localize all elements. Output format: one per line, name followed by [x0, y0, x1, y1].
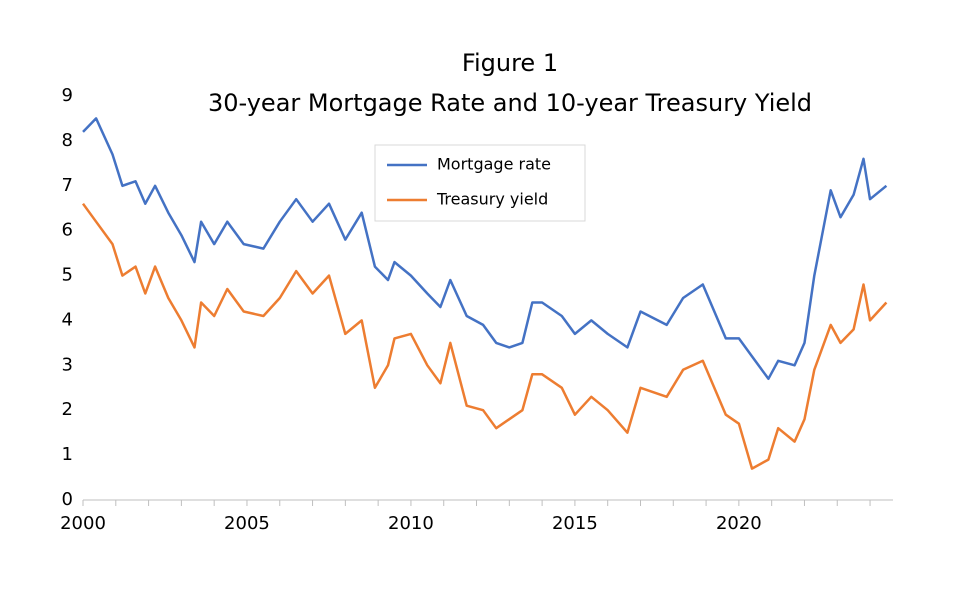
- y-tick-label: 7: [62, 175, 73, 196]
- y-tick-label: 3: [62, 354, 73, 375]
- legend-label: Mortgage rate: [437, 155, 551, 174]
- y-tick-label: 1: [62, 444, 73, 465]
- x-tick-label: 2005: [224, 513, 270, 534]
- y-tick-label: 8: [62, 130, 73, 151]
- y-tick-label: 5: [62, 265, 73, 286]
- x-tick-label: 2015: [552, 513, 598, 534]
- legend-box: [374, 144, 586, 222]
- y-tick-label: 6: [62, 220, 73, 241]
- y-tick-label: 0: [62, 489, 73, 510]
- chart-subtitle: 30-year Mortgage Rate and 10-year Treasu…: [208, 89, 812, 117]
- y-tick-label: 9: [62, 85, 73, 106]
- x-tick-label: 2020: [716, 513, 762, 534]
- y-tick-label: 4: [62, 309, 73, 330]
- x-tick-label: 2010: [388, 513, 434, 534]
- y-tick-label: 2: [62, 399, 73, 420]
- series-line: [81, 202, 888, 470]
- x-tick-label: 2000: [60, 513, 106, 534]
- legend-label: Treasury yield: [436, 190, 548, 209]
- chart-title: Figure 1: [462, 49, 558, 77]
- series-line: [82, 117, 888, 381]
